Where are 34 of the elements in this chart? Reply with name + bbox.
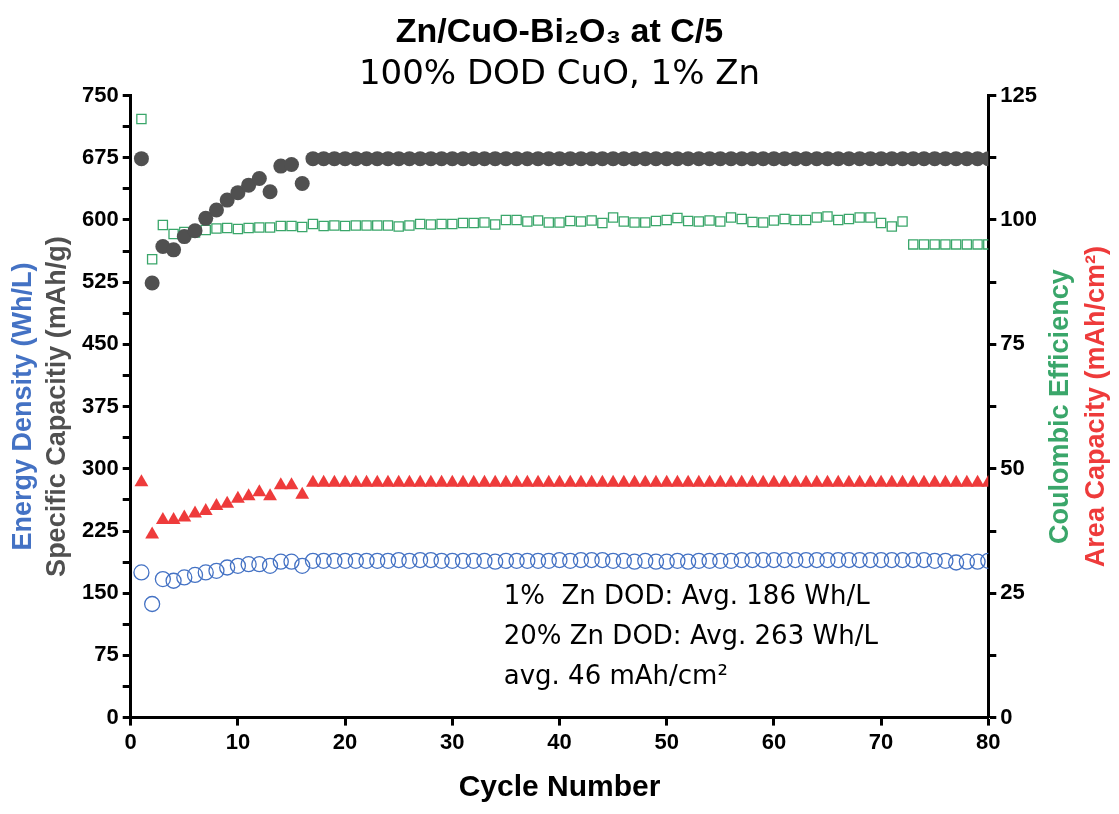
y-tick-label: 0 xyxy=(106,703,119,729)
y-tick-label: 300 xyxy=(81,454,119,480)
x-tick-label: 0 xyxy=(124,728,137,754)
chart-subtitle: 100% DOD CuO, 1% Zn xyxy=(358,52,761,93)
y-tick-label: 600 xyxy=(81,206,119,232)
y2-tick-label: 100 xyxy=(1000,206,1038,232)
y-tick-label: 450 xyxy=(81,330,119,356)
x-tick-label: 20 xyxy=(332,728,358,754)
x-tick-label: 80 xyxy=(976,728,1001,754)
x-tick-label: 50 xyxy=(654,728,679,754)
x-tick-label: 30 xyxy=(440,728,465,754)
x-tick-label: 60 xyxy=(761,728,787,754)
y-tick-label: 525 xyxy=(81,268,119,294)
y-tick-label: 675 xyxy=(81,143,119,169)
y-tick-label: 150 xyxy=(81,579,119,605)
y-tick-label: 375 xyxy=(81,392,119,418)
y2-tick-label: 0 xyxy=(1000,703,1013,729)
x-tick-label: 70 xyxy=(868,728,894,754)
y2-axis-title: Coulombic Efficiency Area Capacity (mAh/cm²) xyxy=(1044,246,1111,568)
annotation: 1% Zn DOD: Avg. 186 Wh/L xyxy=(503,580,871,611)
y-tick-label: 750 xyxy=(81,81,119,107)
y2-tick-label: 50 xyxy=(1000,454,1025,480)
annotation: avg. 46 mAh/cm² xyxy=(503,660,728,691)
chart-title: Zn/CuO-Bi₂O₃ at C/5 xyxy=(395,10,724,49)
x-tick-label: 40 xyxy=(547,728,572,754)
y-tick-label: 75 xyxy=(94,641,119,667)
y-axis-title: Energy Density (Wh/L) Specific Capacitiy (mAh/g) xyxy=(7,236,72,577)
annotation: 20% Zn DOD: Avg. 263 Wh/L xyxy=(503,620,879,651)
x-axis-title: Cycle Number xyxy=(458,769,661,803)
y2-tick-label: 75 xyxy=(1000,330,1025,356)
y2-tick-label: 25 xyxy=(1000,579,1025,605)
x-tick-label: 10 xyxy=(225,728,251,754)
y-tick-label: 225 xyxy=(81,517,119,543)
y2-tick-label: 125 xyxy=(1000,81,1038,107)
